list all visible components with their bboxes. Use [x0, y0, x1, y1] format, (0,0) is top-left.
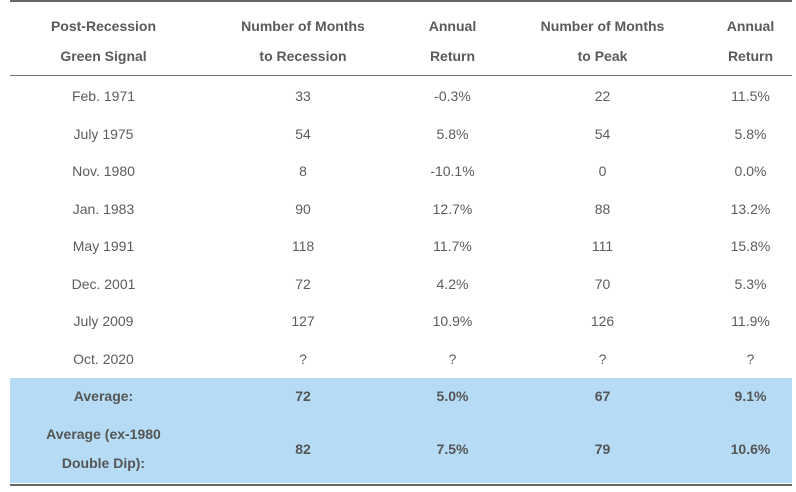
average-ex-label-line1: Average (ex-1980: [46, 426, 161, 442]
table-bottom-rule: [10, 484, 792, 486]
cell-months-to-peak: 54: [594, 125, 611, 142]
cell-return-recession: 11.7%: [433, 238, 472, 255]
header-months-recession-line2: to Recession: [259, 48, 347, 64]
header-months-peak-line2: to Peak: [577, 48, 628, 64]
table-row: July 1975 54 5.8% 54 5.8%: [10, 115, 792, 153]
average-return-recession: 5.0%: [409, 377, 496, 415]
average-ex-1980-row: Average (ex-1980 Double Dip): 82 7.5% 79…: [10, 415, 792, 483]
cell-months-to-peak: 88: [594, 200, 611, 217]
cell-months-to-recession: 127: [291, 313, 315, 330]
returns-table-container: Post-Recession Green Signal Number of Mo…: [10, 0, 792, 483]
cell-signal: Dec. 2001: [71, 275, 136, 292]
header-return-peak-line1: Annual: [726, 18, 775, 34]
cell-return-peak: 15.8%: [730, 238, 771, 255]
header-signal: Post-Recession Green Signal: [10, 1, 197, 76]
cell-signal: May 1991: [72, 238, 135, 255]
header-months-to-recession: Number of Months to Recession: [197, 1, 409, 76]
table-header: Post-Recession Green Signal Number of Mo…: [10, 1, 792, 76]
cell-return-peak: 11.9%: [731, 313, 770, 330]
cell-signal: July 1975: [73, 125, 134, 142]
average-label: Average:: [10, 377, 197, 415]
cell-months-to-recession: 8: [299, 163, 307, 180]
cell-return-peak: 13.2%: [730, 200, 771, 217]
average-ex-months-to-recession: 82: [197, 415, 409, 483]
cell-months-to-peak: 22: [594, 87, 611, 104]
cell-return-peak: ?: [746, 350, 755, 367]
header-annual-return-peak: Annual Return: [709, 1, 792, 76]
table-row: July 2009 127 10.9% 126 11.9%: [10, 303, 792, 341]
cell-months-to-recession: 72: [295, 275, 311, 292]
average-return-peak: 9.1%: [709, 377, 792, 415]
cell-signal: Jan. 1983: [72, 200, 135, 217]
header-signal-line1: Post-Recession: [50, 18, 157, 34]
cell-months-to-recession: 90: [295, 200, 311, 217]
cell-months-to-peak: 111: [591, 238, 614, 255]
table-row: Nov. 1980 8 -10.1% 0 0.0%: [10, 153, 792, 191]
average-ex-label: Average (ex-1980 Double Dip):: [10, 415, 197, 483]
cell-return-recession: ?: [448, 350, 457, 367]
cell-return-recession: 10.9%: [432, 313, 473, 330]
cell-months-to-peak: 126: [590, 313, 615, 330]
table-row: Jan. 1983 90 12.7% 88 13.2%: [10, 190, 792, 228]
cell-signal: Nov. 1980: [72, 163, 135, 180]
average-row: Average: 72 5.0% 67 9.1%: [10, 377, 792, 415]
cell-return-recession: 12.7%: [432, 200, 473, 217]
cell-return-peak: 11.5%: [731, 87, 770, 104]
cell-signal: July 2009: [73, 313, 134, 330]
header-months-recession-line1: Number of Months: [241, 18, 365, 34]
average-ex-return-peak: 10.6%: [709, 415, 792, 483]
cell-return-recession: -10.1%: [430, 163, 475, 180]
header-months-to-peak: Number of Months to Peak: [496, 1, 709, 76]
average-months-to-recession: 72: [197, 377, 409, 415]
cell-months-to-peak: ?: [598, 350, 607, 367]
returns-table: Post-Recession Green Signal Number of Mo…: [10, 0, 792, 483]
table-row: May 1991 118 11.7% 111 15.8%: [10, 228, 792, 266]
table-row: Feb. 1971 33 -0.3% 22 11.5%: [10, 76, 792, 116]
average-ex-label-line2: Double Dip):: [61, 455, 146, 471]
cell-months-to-peak: 70: [594, 275, 611, 292]
cell-months-to-recession: 33: [295, 87, 311, 104]
cell-months-to-recession: 54: [295, 125, 311, 142]
header-annual-return-recession: Annual Return: [409, 1, 496, 76]
header-row: Post-Recession Green Signal Number of Mo…: [10, 1, 792, 76]
table-body: Feb. 1971 33 -0.3% 22 11.5% July 1975 54…: [10, 76, 792, 483]
cell-return-peak: 5.3%: [734, 275, 767, 292]
header-return-peak-line2: Return: [727, 48, 774, 64]
average-ex-return-recession: 7.5%: [409, 415, 496, 483]
cell-return-recession: 4.2%: [436, 275, 469, 292]
header-return-recession-line2: Return: [429, 48, 476, 64]
header-months-peak-line1: Number of Months: [540, 18, 665, 34]
table-row: Dec. 2001 72 4.2% 70 5.3%: [10, 265, 792, 303]
cell-months-to-recession: 118: [291, 238, 315, 255]
cell-months-to-recession: ?: [299, 350, 307, 367]
cell-return-recession: 5.8%: [436, 125, 469, 142]
cell-return-peak: 5.8%: [734, 125, 767, 142]
cell-return-peak: 0.0%: [734, 163, 767, 180]
average-ex-months-to-peak: 79: [496, 415, 709, 483]
header-signal-line2: Green Signal: [60, 48, 147, 64]
average-months-to-peak: 67: [496, 377, 709, 415]
cell-signal: Oct. 2020: [73, 350, 134, 367]
table-row: Oct. 2020 ? ? ? ?: [10, 340, 792, 378]
cell-signal: Feb. 1971: [71, 87, 136, 104]
cell-months-to-peak: 0: [598, 163, 607, 180]
cell-return-recession: -0.3%: [434, 87, 471, 104]
header-return-recession-line1: Annual: [428, 18, 477, 34]
